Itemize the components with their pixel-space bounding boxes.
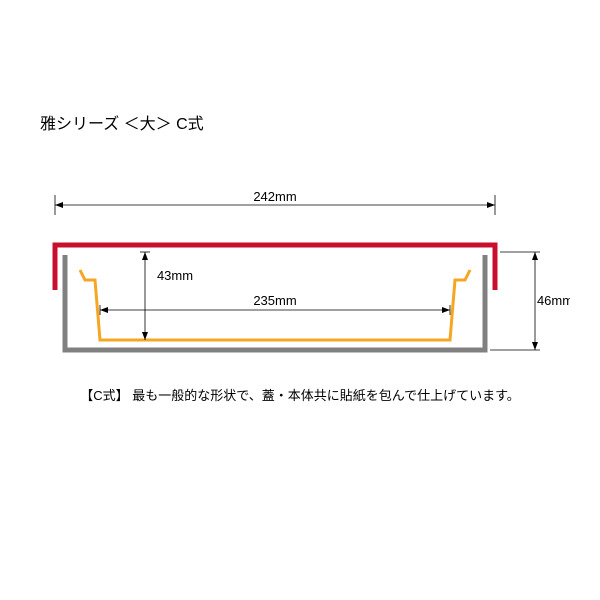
inner-width-dimension: 235mm (100, 293, 450, 315)
cross-section-diagram: 242mm 43mm 235mm (30, 190, 570, 390)
top-dimension: 242mm (55, 190, 495, 215)
inner-height-dimension: 43mm (140, 252, 193, 340)
lid-shape (55, 245, 495, 290)
inner-width-label: 235mm (253, 293, 296, 308)
diagram-caption: 【C式】 最も一般的な形状で、蓋・本体共に貼紙を包んで仕上げています。 (0, 385, 600, 404)
inner-height-label: 43mm (157, 268, 193, 283)
outer-height-label: 46mm (537, 293, 570, 308)
diagram-title: 雅シリーズ ＜大＞ C式 (40, 110, 204, 134)
lid-width-label: 242mm (253, 190, 296, 204)
outer-height-dimension: 46mm (490, 252, 570, 350)
